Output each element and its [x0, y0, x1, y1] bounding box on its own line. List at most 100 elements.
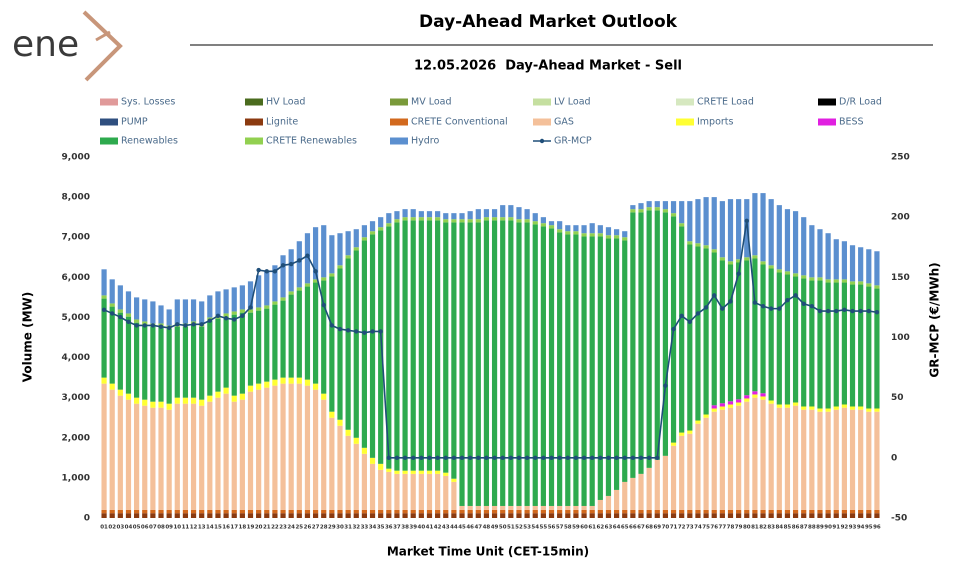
bar-segment — [557, 513, 563, 518]
bar-segment — [418, 211, 424, 218]
x-tick-label: 21 — [263, 525, 271, 531]
bar-segment — [581, 505, 587, 510]
line-marker — [476, 455, 481, 461]
bar-segment — [435, 220, 441, 471]
bar-segment — [426, 509, 433, 514]
bar-segment — [247, 513, 254, 518]
bar-segment — [825, 408, 831, 412]
bar-segment — [866, 283, 872, 287]
bar-segment — [833, 409, 839, 510]
legend-swatch — [533, 118, 551, 126]
bar-segment — [752, 397, 758, 510]
bar-segment — [190, 397, 197, 404]
bar-segment — [874, 411, 880, 510]
bar-segment — [199, 513, 205, 518]
bar-segment — [532, 213, 538, 222]
x-tick-label: 91 — [832, 525, 840, 531]
bar-segment — [605, 509, 612, 514]
bar-segment — [199, 326, 205, 400]
bar-segment — [312, 279, 319, 283]
bar-segment — [540, 226, 546, 506]
x-tick-label: 79 — [735, 525, 743, 531]
bar-segment — [321, 225, 327, 278]
bar-segment — [727, 513, 734, 518]
x-tick-label: 82 — [759, 525, 767, 531]
bar-segment — [296, 287, 302, 291]
bar-segment — [727, 199, 734, 262]
bar-segment — [304, 385, 311, 510]
x-tick-label: 13 — [198, 525, 206, 531]
y2-tick-label: 50 — [891, 393, 904, 403]
bar-segment — [402, 513, 408, 518]
line-marker — [516, 455, 522, 461]
bar-segment — [540, 223, 546, 227]
x-tick-label: 90 — [824, 525, 832, 531]
bar-segment — [809, 280, 815, 407]
bar-segment — [760, 513, 766, 518]
x-tick-label: 12 — [190, 525, 198, 531]
bar-segment — [524, 209, 530, 220]
bar-segment — [776, 407, 782, 510]
bar-segment — [182, 397, 189, 404]
bar-segment — [849, 281, 856, 285]
bar-segment — [353, 513, 359, 518]
logo-mark — [82, 10, 123, 82]
bar-segment — [703, 417, 709, 510]
bar-segment — [792, 276, 799, 403]
y2-tick-label: 150 — [891, 273, 910, 283]
bar-segment — [410, 220, 416, 471]
bar-segment — [589, 513, 595, 518]
bar-segment — [703, 414, 709, 418]
bar-segment — [426, 470, 433, 474]
line-marker — [313, 269, 318, 274]
bar-segment — [817, 280, 823, 409]
bar-segment — [418, 513, 424, 518]
bar-segment — [605, 513, 612, 518]
bar-segment — [304, 513, 311, 518]
bar-segment — [679, 226, 685, 433]
bar-segment — [459, 213, 465, 220]
bar-segment — [483, 505, 490, 510]
bar-segment — [345, 429, 351, 436]
bar-segment — [361, 237, 368, 241]
bar-segment — [345, 255, 351, 259]
bar-segment — [296, 290, 302, 378]
legend-label: Imports — [697, 117, 734, 128]
bar-segment — [304, 509, 311, 514]
bar-segment — [557, 509, 563, 514]
bar-segment — [622, 513, 628, 518]
x-tick-label: 95 — [865, 525, 873, 531]
line-marker — [703, 305, 709, 310]
bar-segment — [736, 405, 742, 510]
bar-segment — [134, 297, 140, 320]
line-marker — [337, 326, 343, 332]
bar-segment — [833, 513, 839, 518]
line-marker — [793, 293, 798, 298]
bar-segment — [467, 505, 473, 510]
line-marker — [655, 455, 660, 461]
bar-segment — [231, 513, 237, 518]
bar-segment — [679, 513, 685, 518]
bar-segment — [142, 321, 148, 325]
x-tick-label: 06 — [141, 525, 149, 531]
bar-segment — [264, 513, 270, 518]
bar-segment — [711, 252, 717, 406]
bar-segment — [670, 513, 677, 518]
legend-swatch — [676, 98, 694, 106]
bar-segment — [288, 383, 294, 510]
bar-segment — [337, 509, 343, 514]
bar-segment — [841, 282, 847, 405]
bar-segment — [548, 225, 555, 229]
bar-segment — [540, 505, 546, 510]
bar-segment — [792, 405, 799, 510]
bar-segment — [329, 513, 335, 518]
bar-segment — [426, 217, 433, 221]
bar-segment — [491, 509, 498, 514]
x-tick-label: 33 — [361, 525, 369, 531]
x-tick-label: 72 — [678, 525, 686, 531]
bar-segment — [670, 201, 677, 214]
y-tick-label: 1,000 — [62, 473, 90, 483]
line-marker — [272, 269, 278, 274]
bar-segment — [109, 279, 115, 304]
y2-tick-label: 100 — [891, 333, 910, 343]
